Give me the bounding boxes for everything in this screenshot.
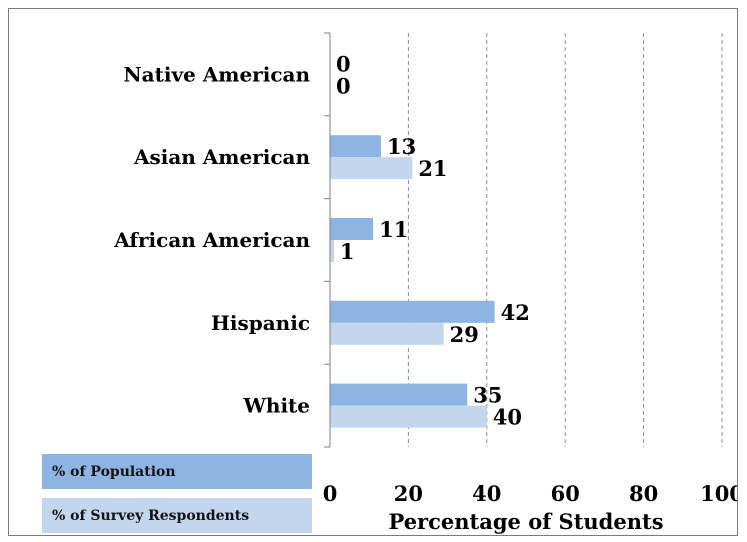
value-label: 29 [450, 322, 479, 347]
value-label: 0 [336, 51, 351, 76]
legend-item-survey-respondents: % of Survey Respondents [42, 498, 312, 533]
value-label: 21 [418, 156, 447, 181]
legend-label-population: % of Population [52, 463, 176, 480]
x-tick-labels: 0 20 40 60 80 100 [323, 481, 737, 506]
bar [330, 300, 495, 323]
x-tick-label: 40 [472, 481, 501, 506]
legend-item-population: % of Population [42, 454, 312, 489]
value-label: 40 [493, 405, 522, 430]
bar [330, 218, 374, 240]
value-label: 1 [340, 239, 355, 264]
bar-chart: Native American Asian American African Ame… [113, 32, 737, 534]
x-tick-label: 60 [551, 481, 580, 506]
x-axis-title: Percentage of Students [388, 509, 663, 534]
bar [330, 240, 334, 262]
x-tick-label: 20 [394, 481, 423, 506]
bar [330, 135, 381, 158]
value-label: 42 [501, 300, 530, 325]
value-label: 35 [473, 383, 502, 408]
y-axis [324, 32, 331, 448]
bar [330, 383, 468, 406]
category-label: African American [113, 228, 310, 252]
value-label: 13 [387, 134, 416, 159]
category-label: White [242, 394, 310, 418]
bars [330, 135, 495, 428]
gridlines [407, 33, 723, 447]
value-label: 11 [379, 217, 408, 242]
x-tick-label: 80 [629, 481, 658, 506]
bar [330, 157, 413, 180]
legend-label-survey-respondents: % of Survey Respondents [52, 507, 250, 524]
bar [330, 405, 487, 428]
bar [330, 322, 444, 345]
category-label: Native American [123, 62, 310, 86]
category-labels: Native American Asian American African Ame… [113, 62, 310, 417]
value-label: 0 [336, 73, 351, 98]
chart-frame: Native American Asian American African Ame… [8, 8, 738, 536]
category-label: Hispanic [211, 311, 310, 335]
category-label: Asian American [133, 145, 311, 169]
x-tick-label: 100 [700, 481, 737, 506]
x-tick-label: 0 [323, 481, 338, 506]
